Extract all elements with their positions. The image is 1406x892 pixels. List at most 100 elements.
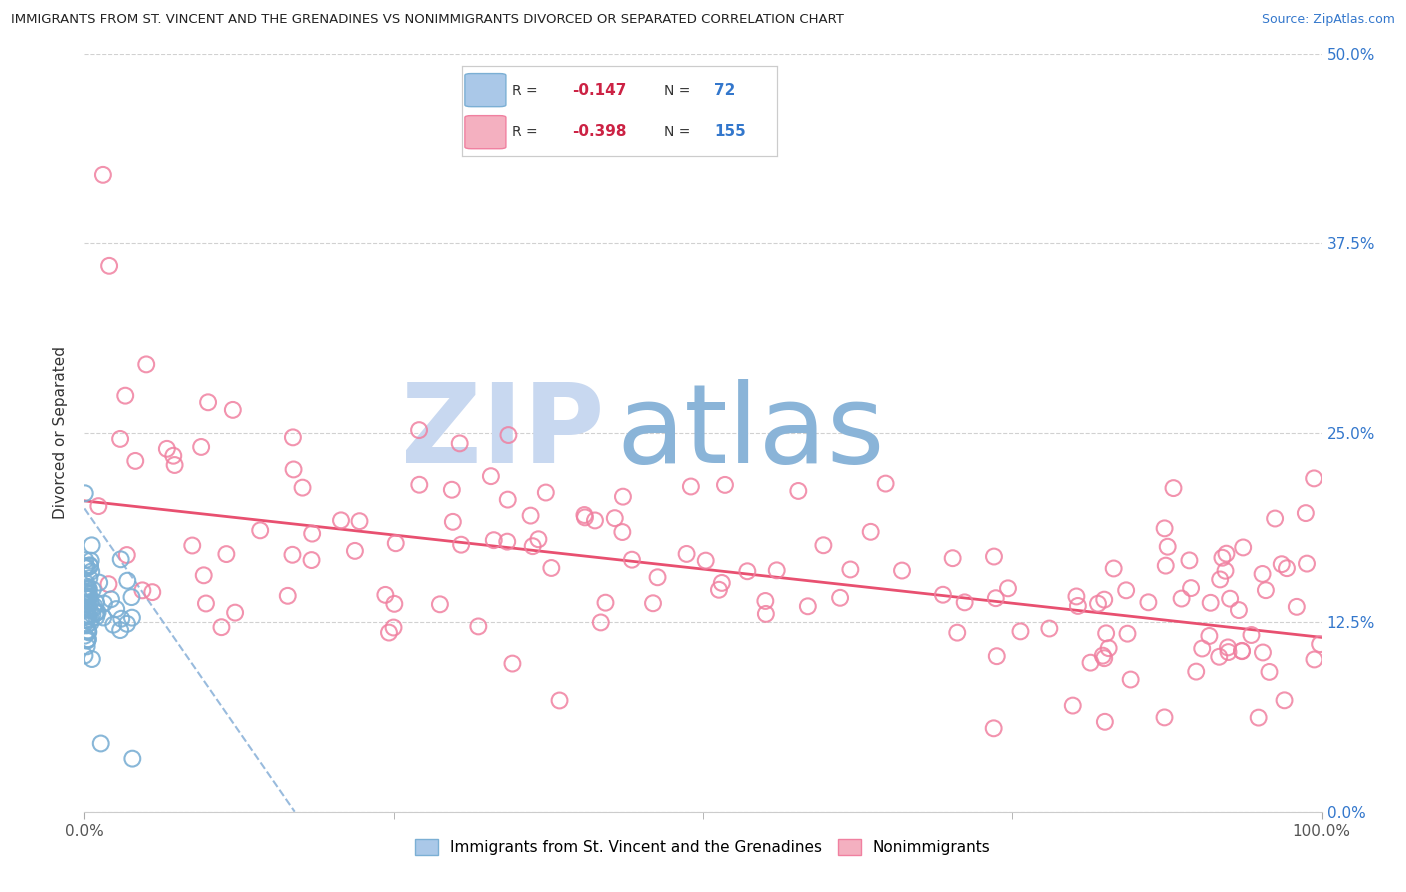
Point — [440, 483, 463, 497]
Point — [675, 547, 697, 561]
Point — [98, 259, 121, 273]
Point — [80, 565, 103, 579]
Point — [76, 602, 98, 616]
Point — [141, 585, 163, 599]
Point — [540, 561, 562, 575]
Point — [797, 599, 820, 614]
Point — [349, 514, 371, 528]
Point — [222, 403, 245, 417]
Point — [100, 592, 122, 607]
Point — [121, 610, 143, 624]
Point — [1251, 566, 1274, 581]
Point — [76, 633, 98, 648]
Point — [1264, 511, 1286, 525]
Point — [1211, 550, 1233, 565]
Point — [75, 576, 97, 591]
Point — [73, 629, 96, 643]
Point — [1153, 521, 1175, 535]
Point — [84, 610, 107, 624]
Point — [1285, 599, 1308, 614]
Point — [84, 596, 107, 610]
Point — [574, 508, 596, 522]
Point — [73, 648, 96, 663]
Point — [378, 625, 401, 640]
Point — [612, 490, 634, 504]
Point — [115, 548, 138, 562]
Point — [496, 534, 519, 549]
Point — [1137, 595, 1160, 609]
Point — [1198, 629, 1220, 643]
Point — [408, 423, 430, 437]
Point — [1157, 540, 1180, 554]
Point — [90, 737, 112, 751]
Point — [76, 632, 98, 647]
Point — [813, 538, 835, 552]
Point — [1254, 583, 1277, 598]
Point — [714, 478, 737, 492]
Point — [1180, 581, 1202, 595]
Y-axis label: Divorced or Separated: Divorced or Separated — [53, 346, 69, 519]
Point — [755, 607, 778, 621]
Point — [76, 624, 98, 638]
Point — [449, 436, 471, 450]
Point — [108, 432, 131, 446]
Point — [1191, 641, 1213, 656]
Point — [384, 536, 406, 550]
Point — [1098, 641, 1121, 656]
Point — [76, 640, 98, 654]
Point — [82, 607, 104, 622]
Point — [76, 590, 98, 604]
Point — [181, 539, 204, 553]
Point — [1296, 557, 1319, 571]
Text: ZIP: ZIP — [401, 379, 605, 486]
Point — [79, 590, 101, 604]
Point — [75, 591, 97, 605]
Point — [135, 358, 157, 372]
Point — [997, 582, 1019, 596]
Point — [77, 609, 100, 624]
Point — [110, 612, 132, 626]
Point — [1215, 547, 1237, 561]
Point — [534, 485, 557, 500]
Point — [79, 595, 101, 609]
Point — [737, 564, 759, 578]
Point — [77, 584, 100, 599]
Point — [519, 508, 541, 523]
Point — [501, 657, 523, 671]
Point — [647, 570, 669, 584]
Point — [1067, 599, 1090, 613]
Point — [211, 620, 233, 634]
Point — [76, 607, 98, 622]
Point — [343, 544, 366, 558]
Point — [84, 606, 107, 620]
Point — [281, 430, 304, 444]
Point — [1185, 665, 1208, 679]
Point — [986, 649, 1008, 664]
Point — [875, 476, 897, 491]
Point — [79, 571, 101, 585]
Point — [121, 751, 143, 765]
Point — [1154, 558, 1177, 573]
Point — [496, 492, 519, 507]
Point — [1087, 597, 1109, 611]
Point — [450, 538, 472, 552]
Point — [194, 597, 217, 611]
Point — [1094, 714, 1116, 729]
Point — [73, 486, 96, 500]
Point — [76, 591, 98, 606]
Point — [76, 582, 98, 596]
Point — [156, 442, 179, 456]
Point — [891, 564, 914, 578]
Point — [1218, 645, 1240, 659]
Point — [131, 583, 153, 598]
Point — [441, 515, 464, 529]
Point — [84, 605, 107, 619]
Point — [1178, 553, 1201, 567]
Point — [1208, 649, 1230, 664]
Point — [77, 624, 100, 639]
Point — [76, 587, 98, 601]
Text: Source: ZipAtlas.com: Source: ZipAtlas.com — [1261, 13, 1395, 27]
Point — [983, 721, 1005, 735]
Point — [1247, 710, 1270, 724]
Point — [830, 591, 852, 605]
